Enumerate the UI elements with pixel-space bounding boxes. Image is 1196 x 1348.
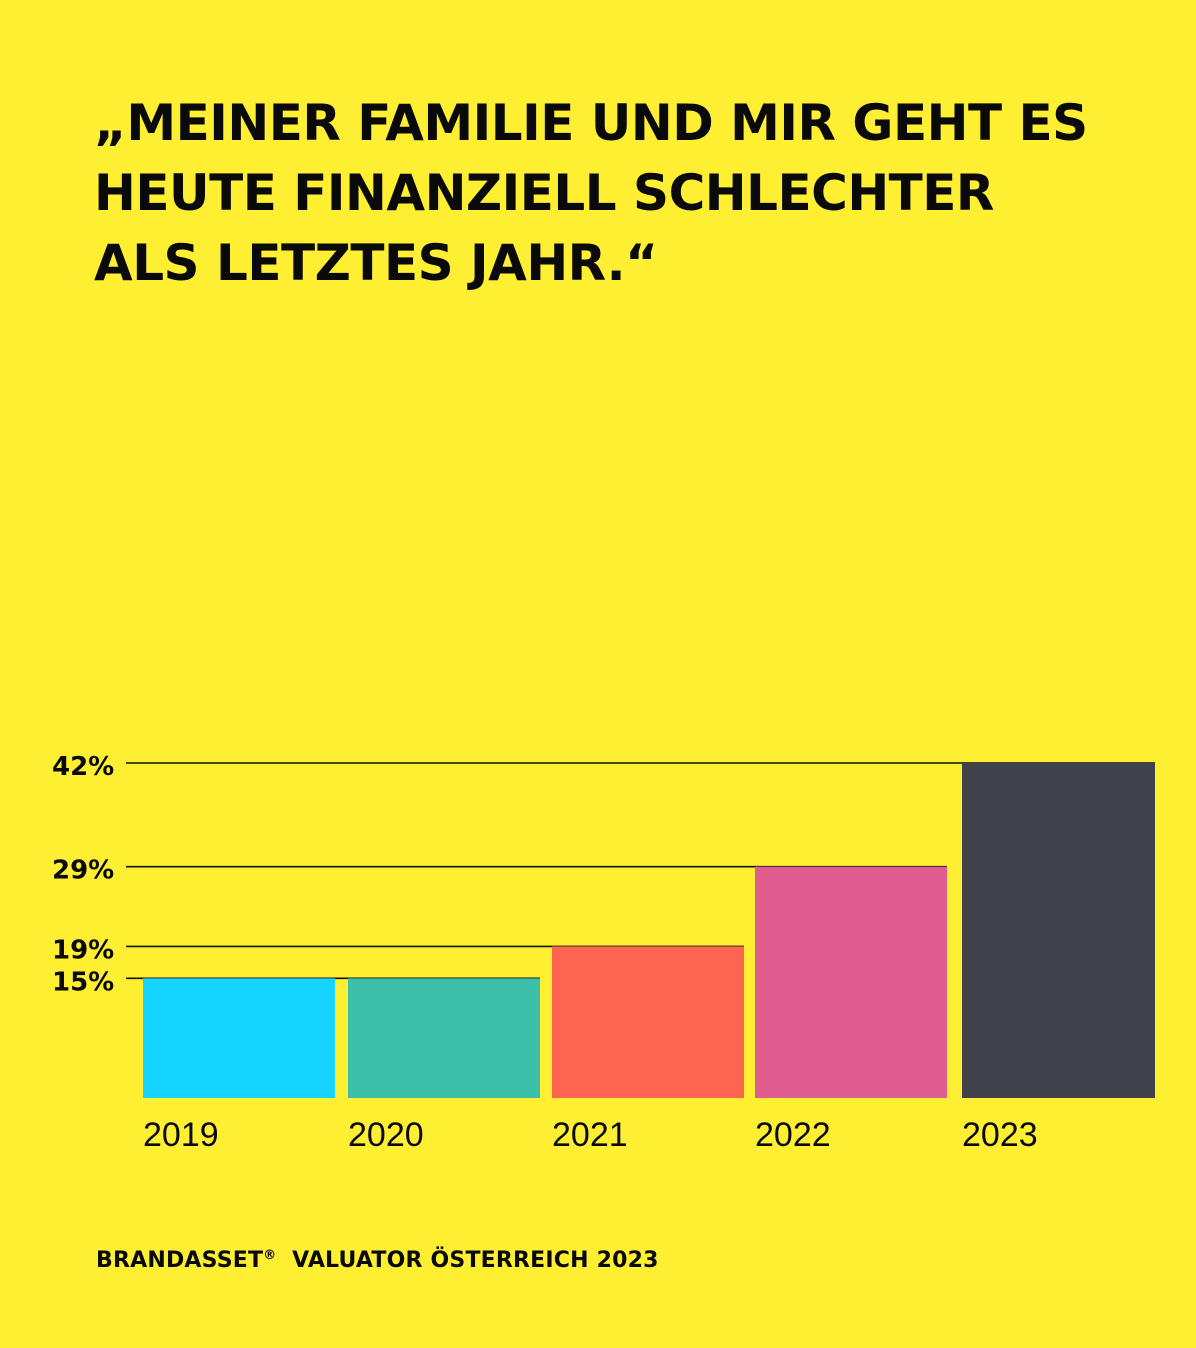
x-label-2023: 2023 — [962, 1116, 1038, 1154]
registered-mark: ® — [263, 1248, 277, 1263]
bar-2020 — [348, 978, 540, 1098]
source-credit: BRANDASSET® VALUATOR ÖSTERREICH 2023 — [96, 1248, 659, 1273]
source-brand: BRANDASSET — [96, 1248, 264, 1273]
bar-2019 — [143, 978, 335, 1098]
chart-title: „MEINER FAMILIE UND MIR GEHT ES HEUTE FI… — [94, 88, 1154, 298]
bar-chart: 15%19% 29% 42% 2019 2020 2021 2022 2023 — [52, 752, 1155, 1154]
title-line-3: ALS LETZTES JAHR.“ — [94, 234, 658, 292]
title-line-2: HEUTE FINANZIELL SCHLECHTER — [94, 164, 994, 222]
value-label-15: 15% — [52, 967, 114, 997]
bars — [143, 763, 1155, 1098]
value-labels: 15%19% 29% 42% — [52, 752, 114, 997]
x-label-2020: 2020 — [348, 1116, 424, 1154]
value-label-19: 19% — [52, 935, 114, 965]
x-label-2021: 2021 — [552, 1116, 628, 1154]
value-label-29: 29% — [52, 856, 114, 886]
x-label-2022: 2022 — [755, 1116, 831, 1154]
bar-2021 — [552, 946, 744, 1098]
title-line-1: „MEINER FAMILIE UND MIR GEHT ES — [94, 94, 1088, 152]
x-label-2019: 2019 — [143, 1116, 219, 1154]
x-axis-labels: 2019 2020 2021 2022 2023 — [143, 1116, 1038, 1154]
source-rest: VALUATOR ÖSTERREICH 2023 — [292, 1248, 659, 1273]
value-label-42: 42% — [52, 752, 114, 782]
bar-2022 — [755, 866, 947, 1098]
bar-2023 — [962, 763, 1155, 1098]
